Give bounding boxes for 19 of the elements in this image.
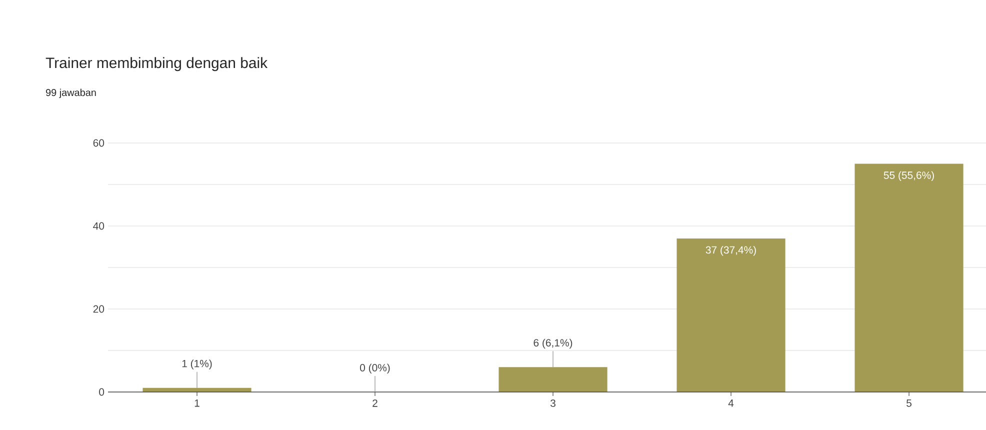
bar xyxy=(854,164,964,392)
y-tick-label: 40 xyxy=(93,222,104,230)
y-tick-label: 0 xyxy=(99,388,104,396)
x-tick-label: 2 xyxy=(372,400,378,407)
chart-subtitle: 99 jawaban xyxy=(46,88,96,98)
data-label: 1 (1%) xyxy=(182,360,212,370)
x-tick-label: 5 xyxy=(906,400,912,407)
x-tick-label: 1 xyxy=(194,400,200,407)
data-label: 6 (6,1%) xyxy=(534,338,572,349)
bar xyxy=(676,238,786,392)
data-label: 37 (37,4%) xyxy=(706,246,756,256)
chart-title: Trainer membimbing dengan baik xyxy=(46,57,268,72)
x-tick-label: 4 xyxy=(728,400,734,407)
data-label: 0 (0%) xyxy=(360,364,390,374)
y-tick-label: 60 xyxy=(93,139,104,147)
data-label: 55 (55,6%) xyxy=(884,171,934,182)
x-tick-label: 3 xyxy=(550,400,556,407)
y-tick-label: 20 xyxy=(93,305,104,313)
bar xyxy=(498,367,608,392)
